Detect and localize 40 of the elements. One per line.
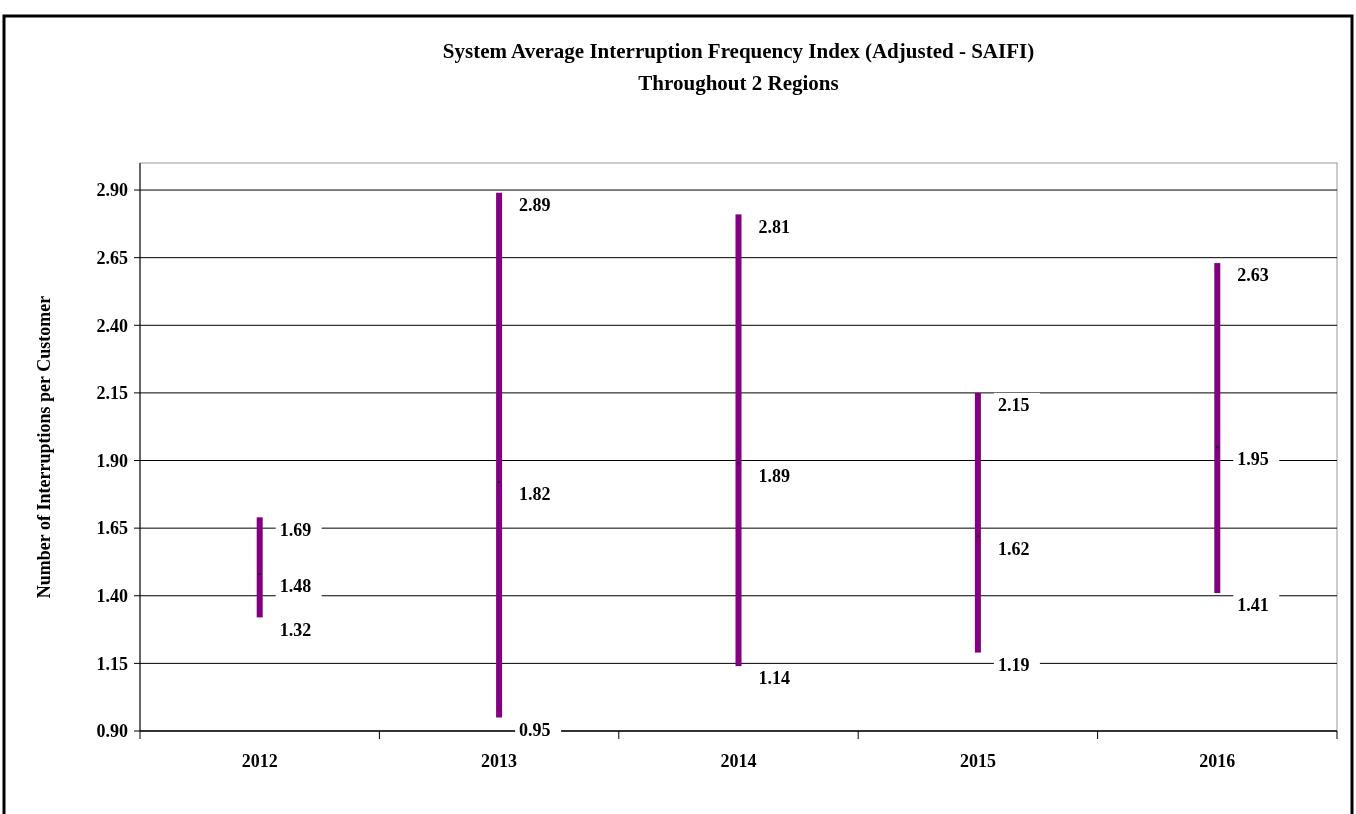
- y-tick-label: 2.65: [96, 247, 128, 268]
- y-axis-title: Number of Interruptions per Customer: [34, 295, 54, 599]
- bar: [496, 192, 503, 718]
- x-tick-label: 2016: [1199, 751, 1236, 771]
- annotation: 1.48: [279, 576, 312, 597]
- annotation: 1.69: [279, 519, 312, 540]
- annotation: 2.15: [997, 395, 1030, 416]
- annotation: 1.14: [758, 668, 790, 689]
- y-tick-label: 1.40: [96, 586, 128, 607]
- annotation: 1.41: [1237, 595, 1269, 616]
- y-tick-label: 2.15: [96, 383, 128, 404]
- chart-subtitle: Throughout 2 Regions: [638, 71, 839, 95]
- bar: [256, 517, 263, 618]
- y-tick-label: 1.65: [96, 518, 128, 539]
- x-tick-label: 2012: [241, 751, 278, 771]
- point: [1216, 445, 1219, 449]
- point: [737, 462, 740, 465]
- annotation: 1.82: [519, 484, 551, 505]
- y-tick-label: 2.40: [96, 315, 128, 336]
- annotation: 1.89: [758, 465, 790, 486]
- point: [258, 572, 261, 576]
- annotation: 0.95: [519, 719, 551, 740]
- annotation: 1.95: [1237, 449, 1269, 470]
- bar: [735, 214, 742, 667]
- annotation: 1.32: [279, 619, 312, 640]
- x-tick-label: 2013: [481, 751, 518, 771]
- annotation: 1.62: [997, 538, 1030, 559]
- y-tick-label: 2.90: [96, 180, 128, 201]
- y-tick-label: 1.90: [96, 450, 128, 471]
- x-tick-label: 2015: [959, 751, 996, 771]
- y-tick-label: 0.90: [96, 721, 128, 742]
- annotation: 2.63: [1237, 265, 1269, 286]
- chart-title: System Average Interruption Frequency Index (Adjusted - SAIFI): [442, 39, 1035, 63]
- x-tick-label: 2014: [720, 751, 757, 771]
- y-tick-label: 1.15: [96, 653, 128, 674]
- annotation: 2.81: [758, 216, 790, 237]
- bar: [974, 392, 981, 653]
- annotation: 2.89: [519, 195, 551, 216]
- annotation: 1.19: [997, 654, 1030, 675]
- bar: [1214, 263, 1221, 594]
